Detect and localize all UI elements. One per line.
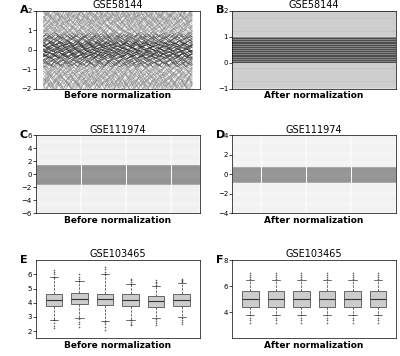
X-axis label: Before normalization: Before normalization: [64, 216, 171, 225]
PathPatch shape: [319, 292, 335, 307]
X-axis label: After normalization: After normalization: [264, 341, 364, 350]
PathPatch shape: [242, 292, 258, 307]
Text: A: A: [20, 5, 28, 15]
Text: F: F: [216, 255, 224, 265]
PathPatch shape: [97, 294, 113, 305]
Title: GSE111974: GSE111974: [286, 125, 342, 135]
Title: GSE58144: GSE58144: [92, 0, 143, 10]
PathPatch shape: [174, 294, 190, 305]
Text: C: C: [20, 130, 28, 140]
PathPatch shape: [370, 292, 386, 307]
Title: GSE58144: GSE58144: [289, 0, 340, 10]
PathPatch shape: [46, 294, 62, 305]
X-axis label: Before normalization: Before normalization: [64, 341, 171, 350]
PathPatch shape: [268, 292, 284, 307]
X-axis label: Before normalization: Before normalization: [64, 91, 171, 100]
PathPatch shape: [148, 296, 164, 307]
X-axis label: After normalization: After normalization: [264, 91, 364, 100]
PathPatch shape: [293, 292, 310, 307]
Title: GSE103465: GSE103465: [90, 250, 146, 260]
Text: D: D: [216, 130, 225, 140]
PathPatch shape: [344, 292, 361, 307]
Title: GSE111974: GSE111974: [90, 125, 146, 135]
Title: GSE103465: GSE103465: [286, 250, 342, 260]
PathPatch shape: [122, 294, 139, 305]
PathPatch shape: [71, 293, 88, 304]
Text: B: B: [216, 5, 224, 15]
X-axis label: After normalization: After normalization: [264, 216, 364, 225]
Text: E: E: [20, 255, 27, 265]
